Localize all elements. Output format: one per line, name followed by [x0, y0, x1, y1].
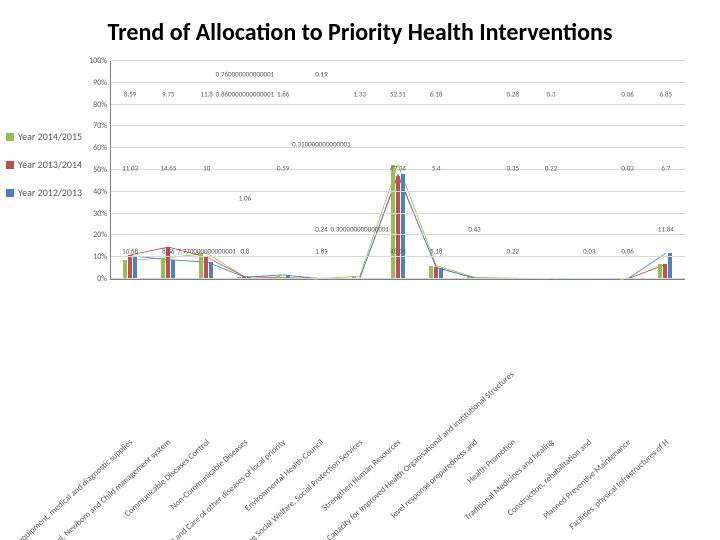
- value-label: 0.28: [507, 89, 519, 98]
- value-label: 0.59: [277, 163, 289, 172]
- bar: [391, 165, 395, 279]
- swatch-icon: [6, 133, 14, 141]
- y-tick-label: 0%: [97, 274, 111, 284]
- legend: Year 2014/2015 Year 2013/2014 Year 2012/…: [6, 131, 82, 215]
- gridline: 70%: [111, 125, 685, 126]
- value-label: 0.310000000000001: [292, 139, 351, 148]
- plot-area: 0%10%20%30%40%50%60%70%80%90%100%0.76000…: [110, 61, 685, 280]
- gridline: 60%: [111, 147, 685, 148]
- bar: [663, 264, 667, 279]
- value-label: 0.03: [583, 246, 595, 255]
- value-label: 6.85: [660, 89, 672, 98]
- legend-item: Year 2014/2015: [6, 131, 82, 143]
- value-label: 6.18: [430, 89, 442, 98]
- value-label: 0.35: [507, 163, 519, 172]
- bar: [161, 258, 165, 279]
- value-label: 0.22: [507, 246, 519, 255]
- value-label: 0.24: [315, 224, 327, 233]
- bar: [133, 256, 137, 279]
- value-label: 11.84: [658, 224, 674, 233]
- y-tick-label: 10%: [93, 252, 111, 262]
- gridline: 20%: [111, 234, 685, 235]
- bar: [204, 257, 208, 279]
- bar: [209, 262, 213, 279]
- bar: [658, 264, 662, 279]
- value-label: 0.06: [621, 89, 633, 98]
- y-tick-label: 20%: [93, 230, 111, 240]
- y-tick-label: 40%: [93, 187, 111, 197]
- value-label: 0.860000000000001: [216, 89, 275, 98]
- legend-label: Year 2014/2015: [18, 131, 82, 143]
- x-axis-labels: Medicines, medical equipment, medical an…: [110, 279, 684, 539]
- value-label: 0.22: [545, 163, 557, 172]
- legend-item: Year 2013/2014: [6, 159, 82, 171]
- bar: [123, 260, 127, 279]
- gridline: 90%: [111, 82, 685, 83]
- value-label: 48.04: [390, 246, 406, 255]
- value-label: 11.03: [122, 163, 138, 172]
- value-label: 14.65: [160, 163, 176, 172]
- value-label: 8.86: [162, 246, 174, 255]
- legend-label: Year 2012/2013: [18, 187, 82, 199]
- value-label: 0.19: [315, 70, 327, 79]
- value-label: 9.75: [162, 89, 174, 98]
- value-label: 7.770000000000001: [177, 246, 236, 255]
- value-label: 0.06: [621, 246, 633, 255]
- gridline: 10%: [111, 256, 685, 257]
- value-label: 5.4: [432, 163, 441, 172]
- value-label: 10.68: [122, 246, 138, 255]
- value-label: 1.06: [239, 194, 251, 203]
- value-label: 1.33: [354, 89, 366, 98]
- value-label: 0.760000000000001: [216, 70, 275, 79]
- gridline: 80%: [111, 104, 685, 105]
- y-tick-label: 30%: [93, 209, 111, 219]
- gridline: 40%: [111, 191, 685, 192]
- legend-item: Year 2012/2013: [6, 187, 82, 199]
- gridline: 30%: [111, 213, 685, 214]
- swatch-icon: [6, 189, 14, 197]
- swatch-icon: [6, 161, 14, 169]
- y-tick-label: 90%: [93, 78, 111, 88]
- chart-title: Trend of Allocation to Priority Health I…: [0, 0, 720, 55]
- bar: [429, 266, 433, 279]
- value-label: 8.59: [124, 89, 136, 98]
- value-label: 11.8: [200, 89, 212, 98]
- value-label: 0.03: [621, 163, 633, 172]
- y-tick-label: 60%: [93, 143, 111, 153]
- bar: [171, 260, 175, 279]
- value-label: 1.89: [315, 246, 327, 255]
- value-label: 0.8: [240, 246, 249, 255]
- value-label: 6.7: [661, 163, 670, 172]
- y-tick-label: 80%: [93, 100, 111, 110]
- y-tick-label: 50%: [93, 165, 111, 175]
- chart-stage: Year 2014/2015 Year 2013/2014 Year 2012/…: [0, 55, 720, 540]
- value-label: 0.43: [468, 224, 480, 233]
- value-label: 10: [203, 163, 210, 172]
- legend-label: Year 2013/2014: [18, 159, 82, 171]
- y-tick-label: 100%: [89, 56, 111, 66]
- x-tick-label: Facilities. physical Infrastructures of …: [501, 438, 671, 540]
- y-tick-label: 70%: [93, 121, 111, 131]
- value-label: 1.86: [277, 89, 289, 98]
- value-label: 47.34: [390, 163, 406, 172]
- gridline: 100%: [111, 60, 685, 61]
- bar: [128, 255, 132, 279]
- value-label: 0.300000000000001: [330, 224, 389, 233]
- value-label: 52.51: [390, 89, 406, 98]
- value-label: 0.3: [547, 89, 556, 98]
- value-label: 5.18: [430, 246, 442, 255]
